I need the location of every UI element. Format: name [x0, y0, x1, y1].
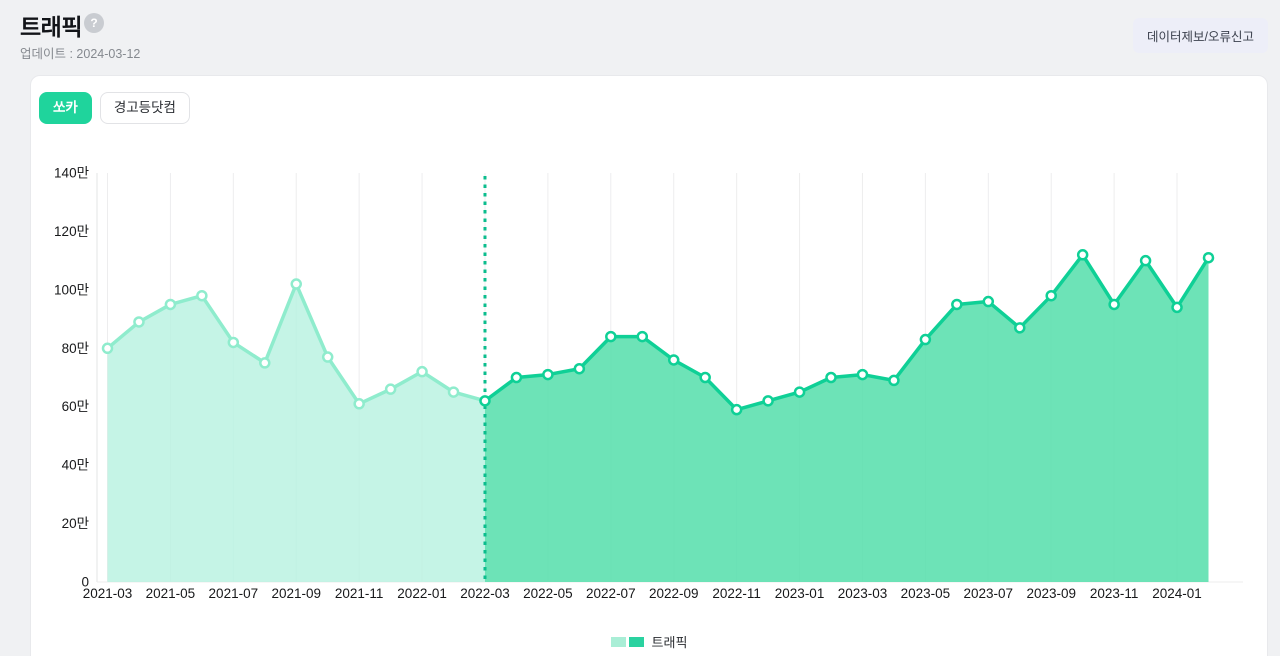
- data-point-marker[interactable]: [510, 371, 523, 384]
- data-point-marker[interactable]: [1014, 322, 1026, 334]
- y-tick-label: 20만: [62, 516, 89, 531]
- data-point-marker[interactable]: [447, 386, 460, 398]
- report-button[interactable]: 데이터제보/오류신고: [1133, 18, 1268, 53]
- x-tick-label: 2021-05: [146, 586, 196, 601]
- series-after-line: [483, 253, 1210, 412]
- data-point-marker[interactable]: [1202, 251, 1215, 264]
- x-tick-label: 2023-11: [1090, 586, 1139, 601]
- data-point-marker[interactable]: [573, 362, 586, 375]
- x-tick-label: 2021-09: [271, 586, 321, 601]
- tab-kyeongodeung[interactable]: 경고등닷컴: [99, 92, 190, 124]
- legend-swatch-light: [610, 636, 626, 647]
- y-tick-label: 40만: [62, 458, 89, 473]
- x-tick-label: 2023-09: [1026, 586, 1076, 601]
- data-point-marker[interactable]: [133, 316, 145, 328]
- data-point-marker[interactable]: [321, 351, 334, 363]
- data-point-marker[interactable]: [951, 298, 963, 311]
- y-tick-label: 120만: [54, 224, 89, 239]
- data-point-marker[interactable]: [667, 354, 680, 366]
- update-date: 업데이트 : 2024-03-12: [20, 47, 141, 61]
- tab-socar[interactable]: 쏘카: [39, 92, 92, 124]
- series-before-area: [107, 284, 485, 582]
- page-title: 트래픽: [20, 14, 82, 40]
- help-icon[interactable]: ?: [84, 13, 104, 33]
- legend[interactable]: 트래픽: [31, 632, 1267, 651]
- data-point-marker[interactable]: [542, 368, 554, 381]
- x-tick-label: 2021-03: [83, 586, 133, 601]
- x-tick-label: 2022-01: [397, 586, 447, 601]
- y-tick-label: 60만: [62, 399, 89, 414]
- data-point-marker[interactable]: [605, 330, 617, 343]
- data-point-marker[interactable]: [290, 278, 302, 290]
- data-point-marker[interactable]: [919, 333, 932, 346]
- data-point-marker[interactable]: [982, 295, 995, 308]
- data-point-marker[interactable]: [101, 342, 114, 355]
- data-point-marker[interactable]: [196, 289, 208, 302]
- data-point-marker[interactable]: [1139, 254, 1152, 267]
- x-tick-label: 2023-03: [838, 586, 888, 601]
- data-point-marker[interactable]: [1076, 249, 1089, 261]
- legend-swatch-dark: [628, 636, 644, 647]
- data-point-marker[interactable]: [825, 371, 837, 384]
- data-point-marker[interactable]: [384, 383, 397, 395]
- legend-swatch: [610, 636, 644, 647]
- traffic-area-chart[interactable]: 0 20만 40만 60만 80만 100만 120만 140만 2021-03 2021-05 2…: [31, 136, 1269, 616]
- x-tick-label: 2021-07: [209, 586, 259, 601]
- data-point-marker[interactable]: [164, 298, 177, 311]
- x-tick-label: 2023-01: [775, 586, 825, 601]
- x-tick-label: 2022-07: [586, 586, 636, 601]
- data-point-marker[interactable]: [416, 365, 428, 378]
- y-tick-label: 0: [81, 575, 89, 590]
- tab-row: 쏘카 경고등닷컴: [39, 92, 190, 124]
- data-point-marker[interactable]: [730, 403, 743, 416]
- x-tick-label: 2024-01: [1152, 586, 1202, 601]
- y-tick-label: 100만: [54, 282, 89, 297]
- x-tick-label: 2022-11: [712, 586, 761, 601]
- x-tick-label: 2022-05: [523, 586, 573, 601]
- data-point-marker[interactable]: [856, 368, 869, 381]
- data-point-marker[interactable]: [227, 336, 240, 349]
- series-after-area: [484, 254, 1209, 583]
- chart-card: 쏘카 경고등닷컴 0 20만 40만 60만 80만 100만 120만 140만 2021-0…: [30, 75, 1268, 656]
- x-tick-label: 2023-07: [964, 586, 1014, 601]
- x-tick-label: 2022-09: [649, 586, 699, 601]
- data-point-marker[interactable]: [1108, 298, 1120, 311]
- x-tick-label: 2022-03: [460, 586, 510, 601]
- data-point-marker[interactable]: [1045, 289, 1057, 302]
- x-tick-label: 2021-11: [335, 586, 384, 601]
- data-point-marker[interactable]: [762, 395, 774, 407]
- data-point-marker[interactable]: [888, 374, 900, 387]
- y-tick-label: 140만: [54, 166, 89, 181]
- data-point-marker[interactable]: [793, 386, 806, 398]
- legend-label: 트래픽: [651, 635, 688, 650]
- y-tick-label: 80만: [62, 341, 89, 356]
- x-tick-label: 2023-05: [901, 586, 951, 601]
- data-point-marker[interactable]: [259, 357, 271, 369]
- data-point-marker[interactable]: [353, 398, 365, 410]
- data-point-marker[interactable]: [1171, 301, 1183, 314]
- data-point-marker[interactable]: [636, 330, 649, 343]
- data-point-marker[interactable]: [479, 395, 491, 407]
- data-point-marker[interactable]: [699, 371, 711, 384]
